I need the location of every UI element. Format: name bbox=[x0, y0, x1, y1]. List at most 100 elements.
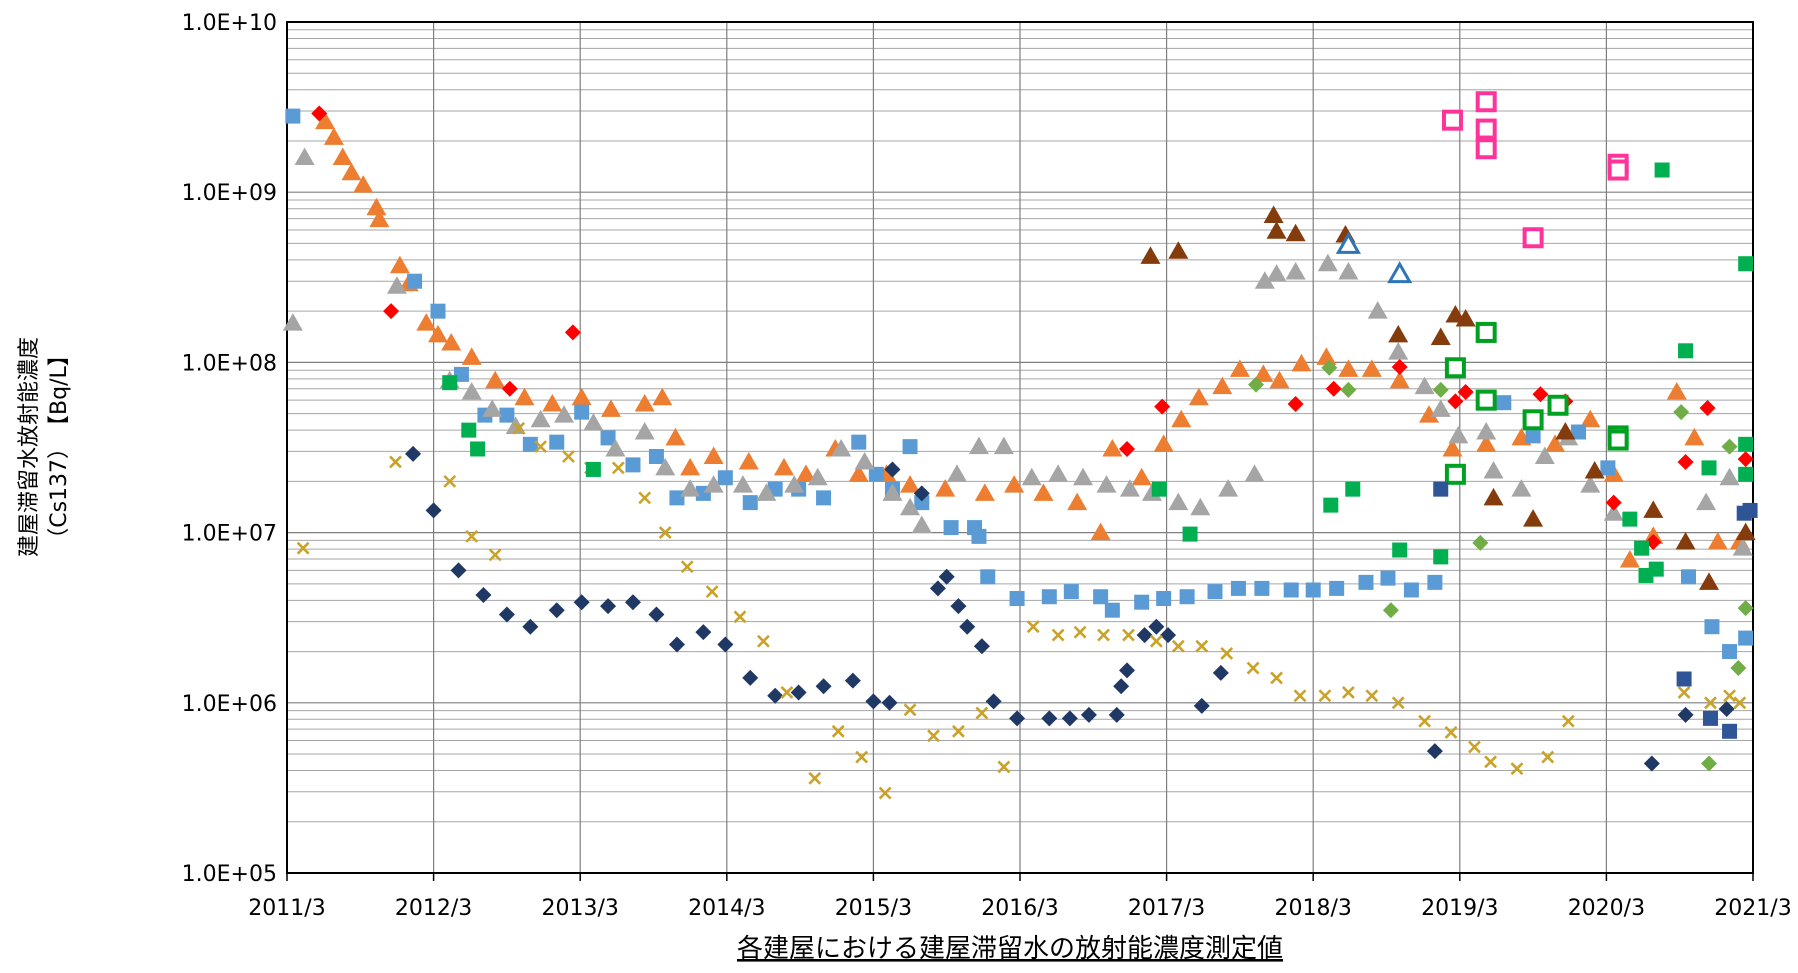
triangle-point bbox=[1266, 221, 1287, 239]
diamond-point bbox=[938, 568, 955, 585]
square-point bbox=[1179, 589, 1195, 605]
triangle-point bbox=[1534, 446, 1555, 464]
square-point bbox=[1738, 466, 1754, 482]
x-point bbox=[757, 634, 770, 648]
square-point bbox=[442, 375, 458, 391]
triangle-point bbox=[461, 382, 482, 400]
x-point bbox=[1418, 714, 1432, 728]
triangle-point bbox=[1580, 409, 1601, 428]
square-point bbox=[1701, 460, 1717, 476]
square-point bbox=[1475, 118, 1497, 140]
diamond-point bbox=[1321, 359, 1338, 376]
square-point bbox=[1156, 591, 1172, 607]
triangle-point bbox=[946, 464, 967, 482]
triangle-point bbox=[655, 457, 676, 476]
x-tick-label: 2020/3 bbox=[1568, 896, 1645, 921]
diamond-point bbox=[624, 594, 641, 611]
diamond-point bbox=[1154, 398, 1171, 415]
triangle-point bbox=[427, 324, 448, 343]
diamond-point bbox=[1472, 534, 1489, 551]
diamond-point bbox=[1605, 494, 1622, 511]
triangle-point bbox=[807, 467, 828, 486]
diamond-point bbox=[1119, 440, 1136, 457]
triangle-point bbox=[634, 422, 655, 440]
triangle-point bbox=[482, 399, 503, 417]
square-point bbox=[1134, 594, 1150, 610]
triangle-point bbox=[1285, 223, 1306, 242]
square-point bbox=[1676, 671, 1692, 687]
diamond-point bbox=[648, 606, 665, 623]
triangle-point bbox=[703, 475, 724, 493]
x-point bbox=[855, 750, 869, 764]
triangle-point bbox=[571, 387, 592, 406]
square-point bbox=[1571, 424, 1587, 440]
triangle-point bbox=[1707, 532, 1728, 550]
triangle-point bbox=[1218, 479, 1239, 497]
square-point bbox=[1722, 644, 1738, 660]
x-point bbox=[780, 686, 794, 699]
y-tick-label: 1.0E+07 bbox=[182, 522, 277, 547]
square-point bbox=[868, 466, 884, 482]
triangle-point bbox=[1253, 364, 1274, 382]
triangle-point bbox=[1033, 483, 1054, 501]
square-point bbox=[1063, 584, 1079, 600]
triangle-point bbox=[1244, 464, 1265, 482]
square-point bbox=[1182, 526, 1198, 542]
square-point bbox=[1433, 549, 1449, 565]
triangle-point bbox=[1430, 399, 1451, 417]
triangle-point bbox=[1171, 409, 1192, 428]
triangle-point bbox=[1188, 387, 1209, 406]
y-tick-label: 1.0E+06 bbox=[182, 692, 277, 717]
x-tick-label: 2014/3 bbox=[688, 896, 765, 921]
triangle-point bbox=[1388, 342, 1409, 360]
triangle-point bbox=[1212, 376, 1233, 395]
triangle-point bbox=[315, 111, 336, 130]
x-point bbox=[1220, 647, 1234, 660]
diamond-point bbox=[950, 598, 967, 615]
x-point bbox=[534, 440, 548, 454]
x-point bbox=[1073, 625, 1087, 639]
x-point bbox=[1341, 686, 1355, 699]
x-point bbox=[1270, 671, 1283, 685]
x-point bbox=[562, 450, 575, 463]
diamond-point bbox=[742, 669, 759, 686]
square-point bbox=[1496, 395, 1512, 411]
x-tick-label: 2013/3 bbox=[541, 896, 618, 921]
square-point bbox=[914, 495, 930, 511]
x-point bbox=[1444, 725, 1458, 739]
x-point bbox=[1723, 689, 1736, 703]
triangle-point bbox=[1476, 422, 1497, 440]
square-point bbox=[1041, 589, 1057, 605]
diamond-point bbox=[1677, 706, 1694, 723]
x-tick-label: 2012/3 bbox=[395, 896, 472, 921]
triangle-point bbox=[1455, 308, 1476, 327]
square-point bbox=[1704, 619, 1720, 635]
x-point bbox=[952, 724, 965, 738]
x-point bbox=[927, 729, 940, 743]
square-point bbox=[1648, 561, 1664, 577]
square-point bbox=[669, 490, 685, 506]
x-point bbox=[1171, 639, 1185, 653]
diamond-point bbox=[1432, 381, 1449, 398]
diamond-point bbox=[790, 684, 807, 701]
diamond-point bbox=[564, 324, 581, 341]
x-point bbox=[975, 706, 989, 720]
diamond-point bbox=[1699, 399, 1716, 416]
triangle-point bbox=[1684, 427, 1705, 446]
diamond-point bbox=[913, 485, 930, 502]
x-point bbox=[705, 585, 719, 599]
diamond-point bbox=[498, 606, 515, 623]
x-point bbox=[878, 786, 892, 800]
triangle-point bbox=[294, 147, 315, 165]
square-point bbox=[1702, 710, 1718, 726]
triangle-point bbox=[485, 370, 506, 389]
triangle-point bbox=[1190, 497, 1211, 516]
triangle-point bbox=[1414, 376, 1435, 395]
triangle-point bbox=[1699, 572, 1720, 590]
x-point bbox=[733, 610, 747, 624]
triangle-point bbox=[703, 446, 724, 464]
x-point bbox=[512, 421, 526, 435]
square-point bbox=[1345, 481, 1361, 497]
square-point bbox=[1678, 343, 1694, 359]
